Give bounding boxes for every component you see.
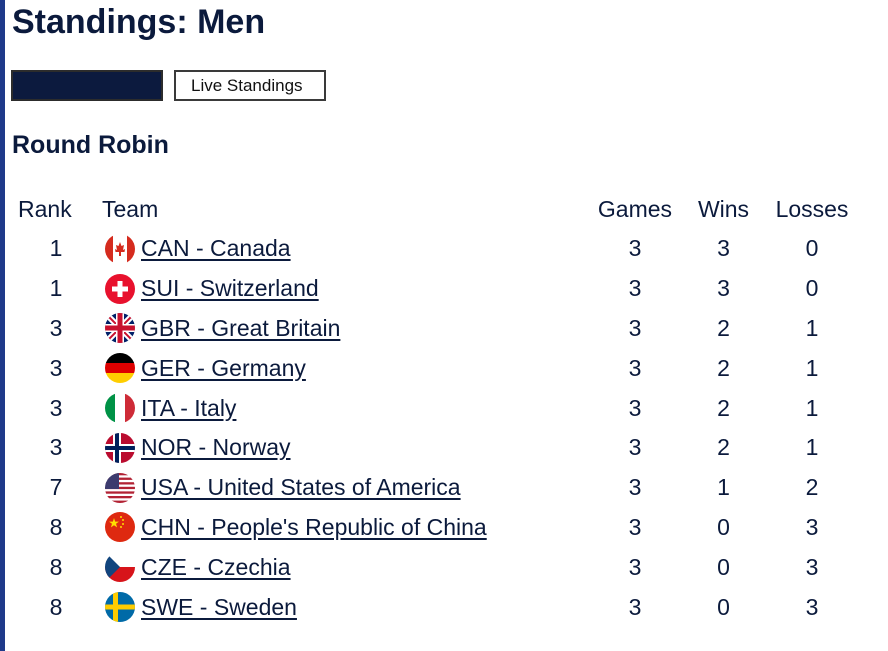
losses-cell: 1 [805, 394, 819, 421]
header-games: Games [597, 195, 673, 222]
page-title: Standings: Men [12, 3, 266, 41]
rank-cell: 8 [49, 553, 63, 580]
wins-cell: 3 [717, 275, 730, 302]
team-link[interactable]: NOR - Norway [141, 434, 291, 461]
standings-table: Rank Team Games Wins Losses 1 CAN - Cana… [10, 189, 862, 627]
table-row: 7 USA - United States of America 3 1 2 [10, 468, 862, 508]
table-row: 3 GBR - Great Britain 3 2 1 [10, 309, 862, 349]
losses-cell: 1 [805, 354, 819, 381]
rank-cell: 1 [49, 235, 63, 262]
wins-cell: 0 [717, 513, 730, 540]
team-cell: GER - Germany [102, 348, 585, 388]
rank-cell: 3 [49, 314, 63, 341]
wins-cell: 0 [717, 553, 730, 580]
flag-canada-icon [105, 233, 135, 264]
standings-tabs: Live Standings [11, 70, 326, 101]
team-link[interactable]: USA - United States of America [141, 474, 461, 501]
team-link[interactable]: SUI - Switzerland [141, 275, 319, 302]
header-losses: Losses [775, 195, 849, 222]
games-cell: 3 [628, 513, 642, 540]
losses-cell: 2 [805, 474, 819, 501]
table-row: 3 NOR - Norway 3 2 1 [10, 428, 862, 468]
table-row: 8 CHN - People's Republic of China 3 0 3 [10, 508, 862, 548]
header-team: Team [102, 195, 159, 222]
losses-cell: 3 [805, 593, 819, 620]
header-rank: Rank [18, 195, 72, 222]
team-cell: SUI - Switzerland [102, 269, 585, 309]
flag-italy-icon [105, 393, 135, 424]
team-link[interactable]: CZE - Czechia [141, 553, 291, 580]
team-cell: ITA - Italy [102, 388, 585, 428]
table-row: 3 GER - Germany 3 2 1 [10, 348, 862, 388]
games-cell: 3 [628, 593, 642, 620]
team-link[interactable]: GER - Germany [141, 354, 306, 381]
losses-cell: 0 [805, 275, 819, 302]
team-cell: NOR - Norway [102, 428, 585, 468]
games-cell: 3 [628, 553, 642, 580]
table-row: 8 CZE - Czechia 3 0 3 [10, 547, 862, 587]
flag-germany-icon [105, 353, 135, 384]
team-link[interactable]: GBR - Great Britain [141, 314, 341, 341]
losses-cell: 1 [805, 434, 819, 461]
standings-body: 1 CAN - Canada 3 3 0 1 SUI - Switzerland… [10, 229, 862, 627]
wins-cell: 2 [717, 354, 730, 381]
flag-china-icon [105, 512, 135, 543]
games-cell: 3 [628, 314, 642, 341]
flag-usa-icon [105, 472, 135, 503]
flag-czechia-icon [105, 552, 135, 583]
team-cell: USA - United States of America [102, 468, 585, 508]
rank-cell: 3 [49, 394, 63, 421]
team-cell: SWE - Sweden [102, 587, 585, 627]
table-row: 1 SUI - Switzerland 3 3 0 [10, 269, 862, 309]
team-link[interactable]: SWE - Sweden [141, 593, 297, 620]
table-row: 3 ITA - Italy 3 2 1 [10, 388, 862, 428]
games-cell: 3 [628, 434, 642, 461]
wins-cell: 3 [717, 235, 730, 262]
team-cell: CZE - Czechia [102, 547, 585, 587]
table-row: 8 SWE - Sweden 3 0 3 [10, 587, 862, 627]
tab-standings-active[interactable] [11, 70, 163, 101]
wins-cell: 0 [717, 593, 730, 620]
wins-cell: 2 [717, 434, 730, 461]
team-cell: CHN - People's Republic of China [102, 508, 585, 548]
wins-cell: 2 [717, 314, 730, 341]
rank-cell: 3 [49, 434, 63, 461]
wins-cell: 2 [717, 394, 730, 421]
team-link[interactable]: CAN - Canada [141, 235, 291, 262]
section-title: Round Robin [12, 131, 169, 159]
header-wins: Wins [697, 195, 750, 222]
losses-cell: 3 [805, 553, 819, 580]
losses-cell: 0 [805, 235, 819, 262]
losses-cell: 1 [805, 314, 819, 341]
rank-cell: 1 [49, 275, 63, 302]
tab-live-standings[interactable]: Live Standings [174, 70, 326, 101]
team-cell: GBR - Great Britain [102, 309, 585, 349]
flag-sweden-icon [105, 592, 135, 623]
flag-great-britain-icon [105, 313, 135, 344]
table-header-row: Rank Team Games Wins Losses [10, 189, 862, 229]
flag-norway-icon [105, 432, 135, 463]
team-cell: CAN - Canada [102, 229, 585, 269]
rank-cell: 3 [49, 354, 63, 381]
games-cell: 3 [628, 354, 642, 381]
rank-cell: 8 [49, 513, 63, 540]
wins-cell: 1 [717, 474, 730, 501]
left-accent-bar [0, 0, 5, 651]
games-cell: 3 [628, 474, 642, 501]
rank-cell: 7 [49, 474, 63, 501]
team-link[interactable]: ITA - Italy [141, 394, 237, 421]
games-cell: 3 [628, 275, 642, 302]
games-cell: 3 [628, 235, 642, 262]
team-link[interactable]: CHN - People's Republic of China [141, 513, 487, 540]
games-cell: 3 [628, 394, 642, 421]
losses-cell: 3 [805, 513, 819, 540]
rank-cell: 8 [49, 593, 63, 620]
flag-switzerland-icon [105, 273, 135, 304]
table-row: 1 CAN - Canada 3 3 0 [10, 229, 862, 269]
